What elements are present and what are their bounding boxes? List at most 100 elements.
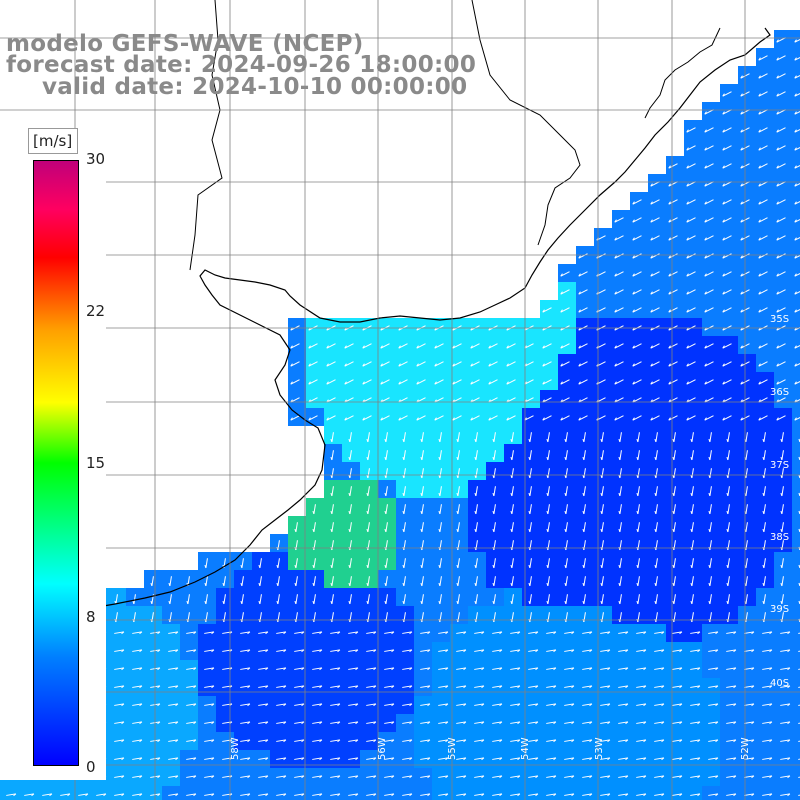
wind-arrow	[762, 739, 772, 742]
wind-arrow	[582, 649, 592, 652]
wind-arrow	[488, 379, 498, 385]
wind-arrow	[600, 793, 610, 796]
wind-arrow	[690, 631, 700, 634]
wind-arrow	[758, 397, 768, 403]
wind-arrow	[636, 721, 646, 724]
wind-arrow-head	[690, 546, 693, 551]
wind-arrow	[583, 504, 586, 514]
wind-arrow	[745, 594, 748, 604]
ocean-cell	[792, 228, 800, 246]
wind-arrow	[385, 558, 388, 568]
wind-arrow	[618, 667, 628, 670]
wind-arrow-head	[420, 564, 423, 569]
ocean-cell	[594, 786, 612, 800]
wind-arrow-head	[560, 417, 563, 421]
wind-arrow-head	[294, 546, 297, 551]
wind-arrow-head	[776, 273, 779, 277]
wind-arrow-head	[384, 528, 387, 533]
wind-arrow	[398, 397, 408, 403]
wind-arrow-head	[121, 739, 125, 743]
ocean-cell	[792, 102, 800, 120]
wind-arrow-head	[589, 667, 593, 671]
wind-arrow	[475, 558, 478, 568]
wind-arrow	[708, 631, 718, 634]
wind-arrow-head	[553, 685, 557, 689]
wind-arrow	[637, 576, 640, 586]
wind-arrow-head	[787, 739, 791, 743]
wind-arrow-head	[758, 363, 761, 367]
wind-arrow-head	[193, 757, 197, 761]
wind-arrow-head	[787, 757, 791, 761]
wind-arrow	[708, 703, 718, 706]
wind-arrow	[258, 685, 268, 688]
wind-arrow-head	[654, 582, 657, 587]
wind-arrow	[546, 667, 556, 670]
wind-arrow	[619, 432, 622, 442]
wind-arrow-head	[776, 39, 779, 43]
wind-arrow	[326, 361, 336, 367]
wind-arrow-head	[416, 345, 419, 349]
wind-arrow	[421, 468, 424, 478]
wind-arrow	[276, 649, 286, 652]
wind-arrow	[295, 558, 298, 568]
wind-arrow	[758, 199, 768, 205]
wind-arrow	[722, 217, 732, 223]
wind-arrow-head	[488, 417, 491, 421]
wind-arrow	[528, 721, 538, 724]
wind-arrow	[308, 415, 318, 421]
wind-arrow-head	[348, 618, 351, 623]
wind-arrow	[781, 594, 784, 604]
wind-arrow-head	[794, 381, 797, 385]
wind-arrow	[114, 721, 124, 724]
wind-arrow	[384, 757, 394, 760]
wind-arrow	[704, 307, 714, 313]
wind-arrow	[186, 775, 196, 778]
wind-arrow-head	[769, 757, 773, 761]
wind-arrow-head	[762, 510, 765, 515]
wind-arrow	[204, 667, 214, 670]
ocean-cell	[108, 786, 126, 800]
wind-arrow-head	[492, 546, 495, 551]
wind-arrow	[565, 450, 568, 460]
wind-arrow	[506, 343, 516, 349]
wind-arrow-head	[553, 793, 557, 797]
wind-arrow	[186, 631, 196, 634]
wind-arrow-head	[769, 649, 773, 653]
wind-arrow-head	[481, 685, 485, 689]
wind-arrow-head	[265, 649, 269, 653]
ocean-cell	[342, 786, 360, 800]
wind-arrow-head	[787, 649, 791, 653]
wind-arrow	[744, 631, 754, 634]
wind-arrow	[763, 522, 766, 532]
wind-arrow-head	[686, 201, 689, 205]
wind-arrow	[313, 594, 316, 604]
wind-arrow-head	[643, 667, 647, 671]
wind-arrow	[510, 739, 520, 742]
wind-arrow-head	[301, 775, 305, 779]
wind-arrow	[492, 739, 502, 742]
wind-arrow-head	[668, 363, 671, 367]
wind-arrow	[331, 504, 334, 514]
wind-arrow	[439, 522, 442, 532]
wind-arrow-head	[679, 757, 683, 761]
wind-arrow-head	[139, 685, 143, 689]
wind-arrow-head	[492, 456, 495, 461]
ocean-cell	[738, 786, 756, 800]
wind-arrow	[776, 55, 786, 61]
wind-arrow-head	[571, 793, 575, 797]
wind-arrow-head	[546, 582, 549, 587]
wind-arrow	[758, 361, 768, 367]
wind-arrow	[578, 397, 588, 403]
wind-arrow	[276, 739, 286, 742]
wind-arrow	[240, 667, 250, 670]
wind-arrow-head	[636, 456, 639, 461]
wind-arrow	[686, 127, 696, 133]
wind-arrow-head	[409, 667, 413, 671]
wind-arrow	[529, 486, 532, 496]
wind-arrow-head	[564, 510, 567, 515]
wind-arrow	[655, 432, 658, 442]
wind-arrow	[511, 486, 514, 496]
wind-arrow-head	[618, 510, 621, 515]
wind-arrow	[258, 739, 268, 742]
wind-arrow-head	[553, 739, 557, 743]
